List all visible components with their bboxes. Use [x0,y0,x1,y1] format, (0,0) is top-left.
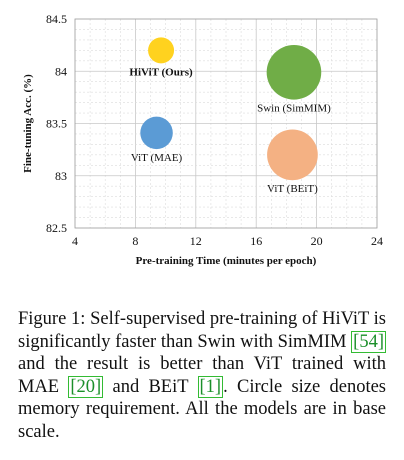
x-tick-label: 20 [311,234,323,248]
x-tick-label: 16 [250,234,262,248]
y-axis-label: Fine-tuning Acc. (%) [22,74,34,173]
bubble-vit-beit [267,129,318,181]
y-tick-label: 84.5 [46,12,67,26]
citation-link[interactable]: [20] [68,375,104,398]
plot-area [74,18,378,229]
x-tick-label: 12 [190,234,202,248]
caption-text: and the result is better than ViT traine… [18,354,386,397]
citation-link[interactable]: [1] [197,375,224,398]
y-tick-label: 84 [55,64,67,78]
bubble-label: HiViT (Ours) [129,66,193,78]
caption-text: . Circle size denotes memory requirement… [18,376,386,442]
bubble-vit-mae [140,116,173,150]
data-bubbles: HiViT (Ours) Swin (SimMIM) ViT (MAE) ViT (B… [129,37,331,195]
caption-text: Figure 1: Self-supervised pre-training o… [18,309,386,352]
figure-caption: Figure 1: Self-supervised pre-training o… [18,308,386,444]
bubble-hivit-ours [148,37,175,64]
chart-grid [75,19,377,228]
x-tick-label: 4 [72,234,78,248]
caption-text: and BEiT [103,376,198,397]
x-tick-label: 8 [132,234,138,248]
bubble-label: Swin (SimMIM) [257,103,331,115]
bubble-label: ViT (MAE) [131,152,183,164]
y-tick-label: 82.5 [46,221,67,235]
axis-ticks: 4 8 12 16 20 24 82.5 83 83.5 84 84.5 [46,12,383,248]
x-axis-label: Pre-training Time (minutes per epoch) [136,255,317,267]
bubble-chart: 4 8 12 16 20 24 82.5 83 83.5 84 84.5 HiViT (Ours) S… [22,12,383,267]
x-tick-label: 24 [371,234,383,248]
y-tick-label: 83 [55,169,67,183]
citation-link[interactable]: [54] [351,330,386,353]
bubble-swin-simmim [266,44,322,100]
bubble-label: ViT (BEiT) [267,183,318,195]
y-tick-label: 83.5 [46,117,67,131]
